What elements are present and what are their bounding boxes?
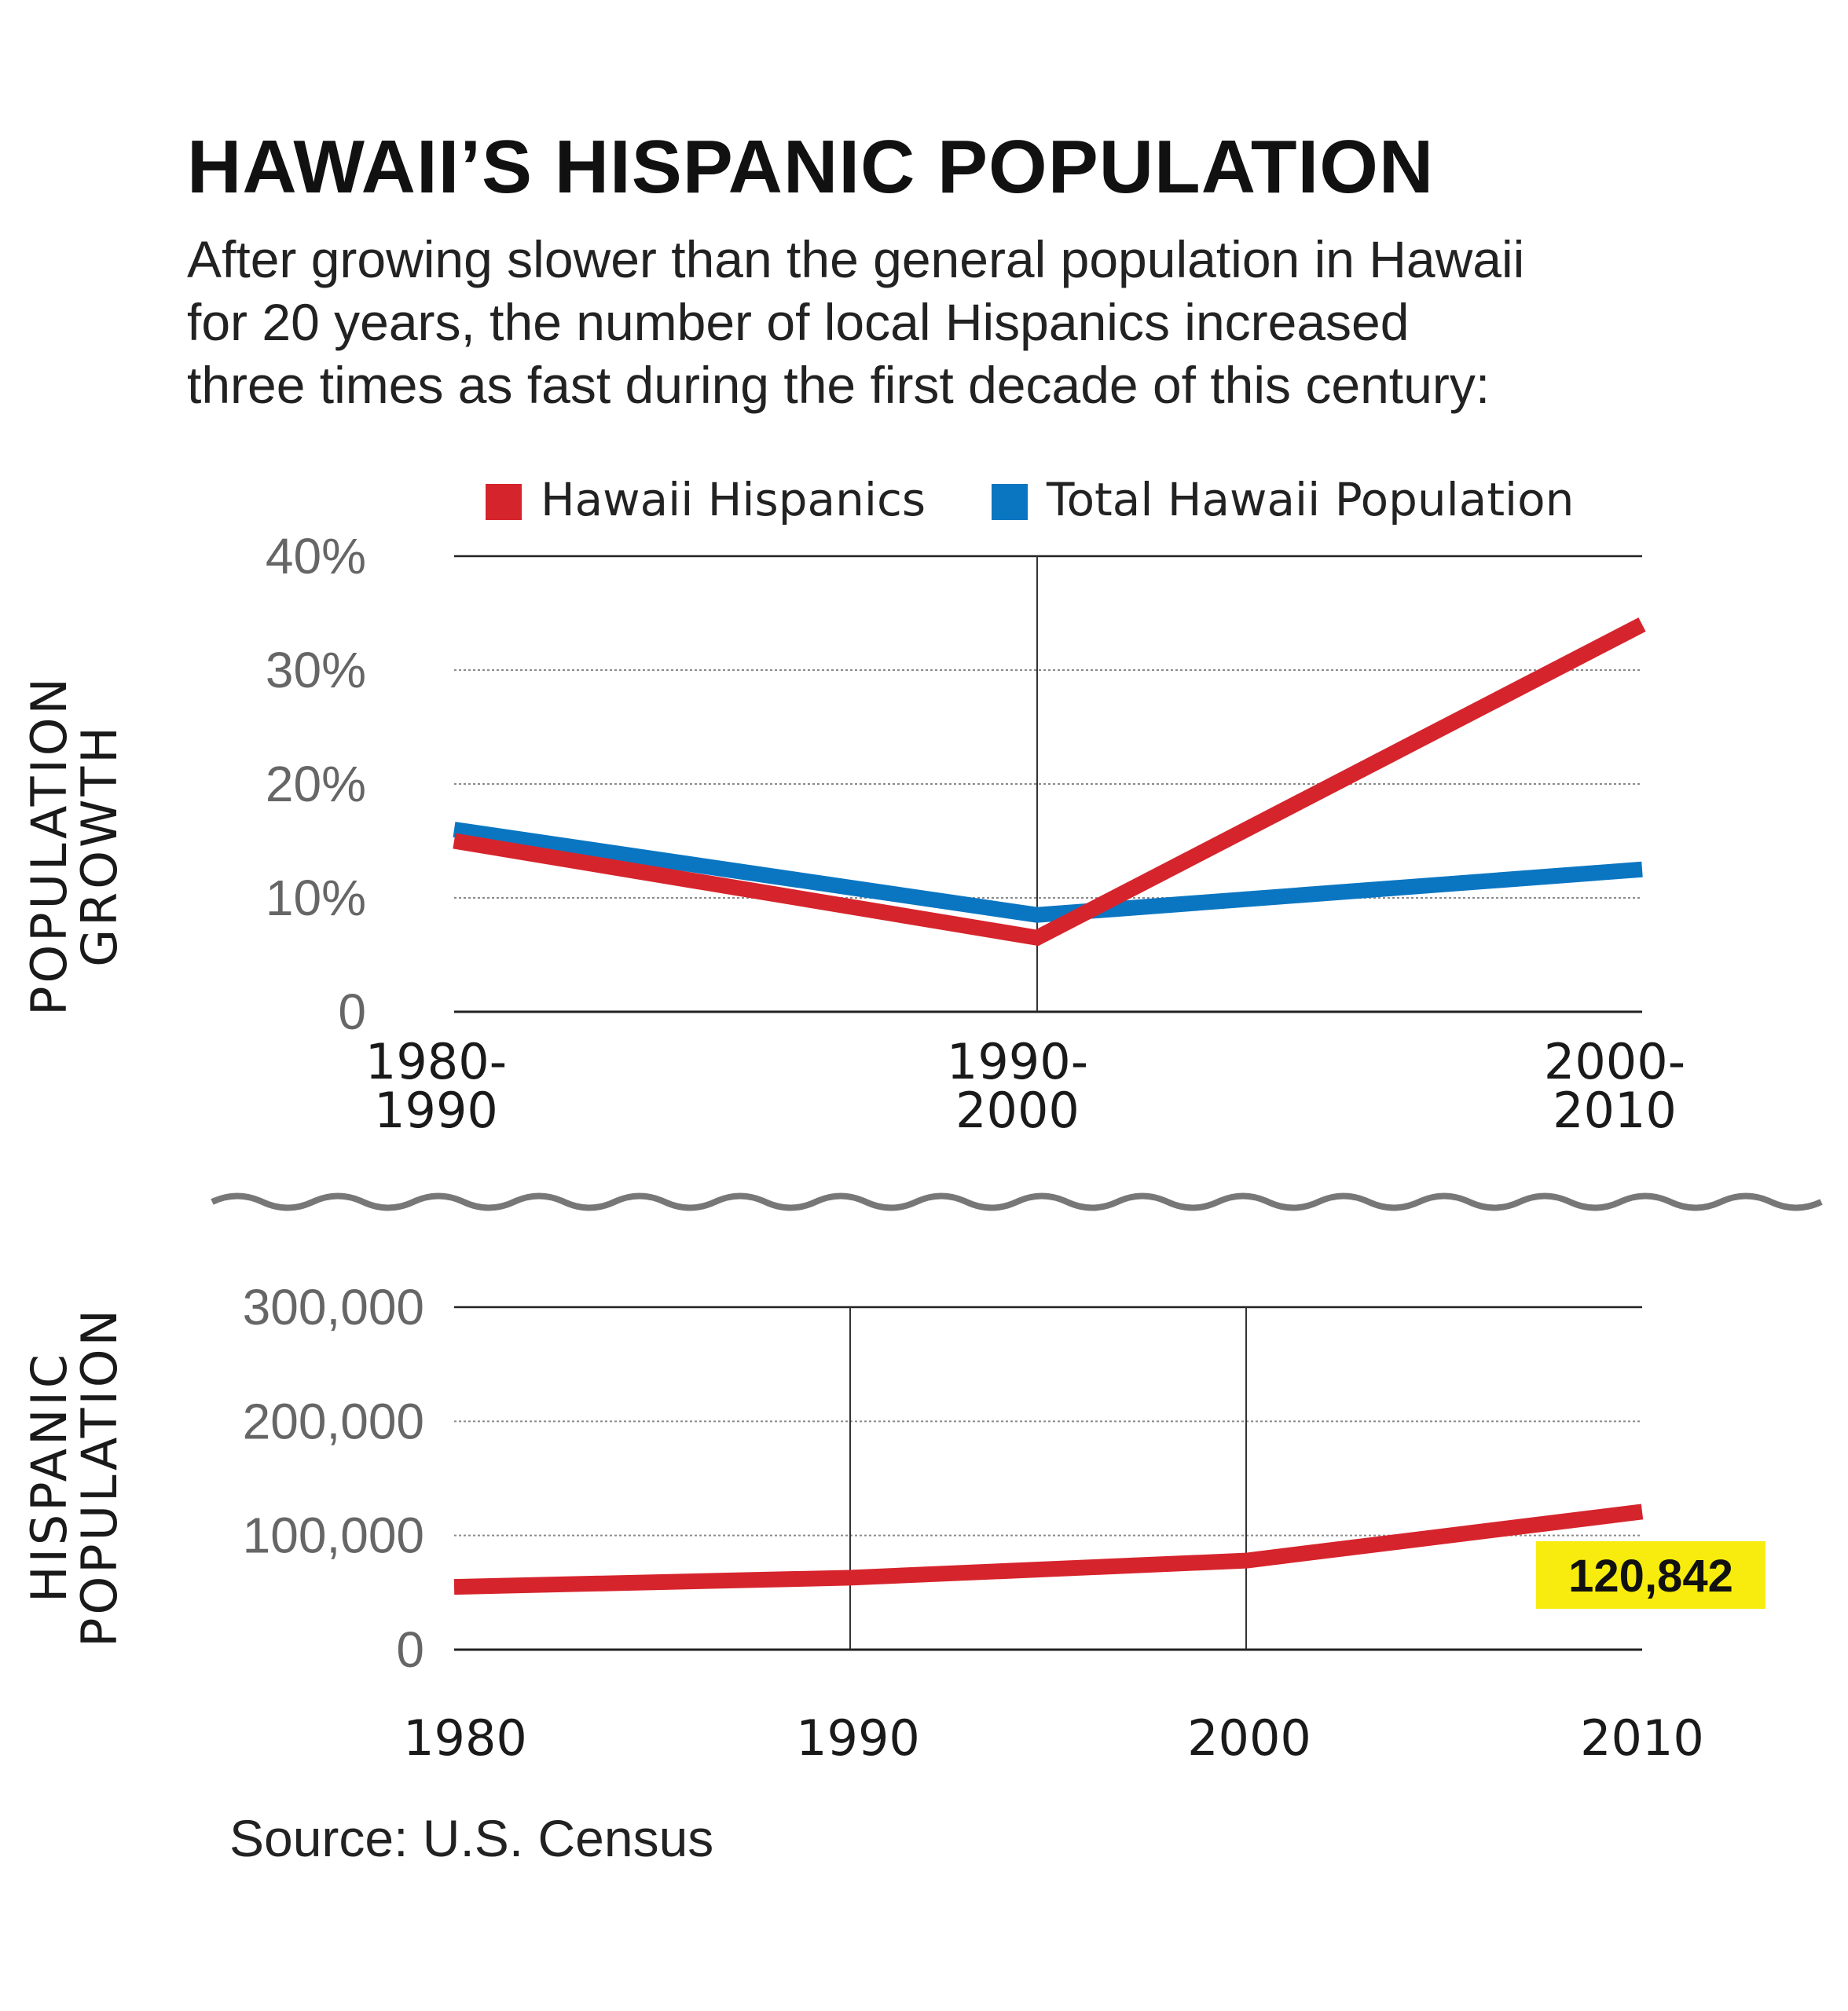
source-note: Source: U.S. Census: [229, 1809, 714, 1867]
subtitle-line: three times as fast during the first dec…: [187, 356, 1490, 414]
section-break-wave: [211, 1192, 1823, 1211]
x-tick-label: 2000-: [1544, 1033, 1685, 1090]
x-tick-label: 1980-: [365, 1033, 507, 1090]
x-tick-label: 2000: [1187, 1709, 1311, 1767]
chart-subtitle: After growing slower than the general po…: [187, 228, 1758, 416]
legend-swatch: [992, 484, 1028, 520]
y-tick-label: 200,000: [243, 1393, 424, 1449]
x-tick-label: 1990: [796, 1709, 920, 1767]
x-tick-label: 2010: [1553, 1082, 1677, 1139]
subtitle-line: for 20 years, the number of local Hispan…: [187, 293, 1410, 351]
legend-label: Total Hawaii Population: [1046, 473, 1574, 526]
subtitle-line: After growing slower than the general po…: [187, 230, 1525, 288]
y-tick-label: 0: [338, 984, 366, 1040]
y-tick-label: 40%: [266, 528, 366, 584]
series-line-total: [453, 822, 1643, 923]
callout-highlight: [1536, 1541, 1766, 1609]
y-tick-label: 0: [396, 1621, 424, 1678]
series-line-hispanic: [453, 617, 1646, 947]
chart-title: HAWAII’S HISPANIC POPULATION: [187, 125, 1435, 209]
x-tick-label: 2010: [1580, 1709, 1704, 1767]
legend-label: Hawaii Hispanics: [541, 473, 926, 526]
y-tick-label: 100,000: [243, 1507, 424, 1564]
y-axis-label: HISPANIC: [20, 1351, 78, 1603]
y-tick-label: 20%: [266, 756, 366, 812]
legend-swatch: [486, 484, 522, 520]
y-axis-label: POPULATION: [71, 1306, 128, 1647]
x-tick-label: 1990: [374, 1082, 498, 1139]
y-axis-label: POPULATION: [20, 675, 78, 1016]
y-tick-label: 10%: [266, 870, 366, 926]
y-tick-label: 30%: [266, 642, 366, 698]
x-tick-label: 1990-: [947, 1033, 1088, 1090]
x-tick-label: 1980: [403, 1709, 527, 1767]
y-axis-label: GROWTH: [71, 723, 128, 967]
x-tick-label: 2000: [955, 1082, 1080, 1139]
y-tick-label: 300,000: [243, 1279, 424, 1335]
value-callout: 120,842: [1568, 1551, 1733, 1602]
series-line-hispanic-population: [453, 1504, 1644, 1595]
